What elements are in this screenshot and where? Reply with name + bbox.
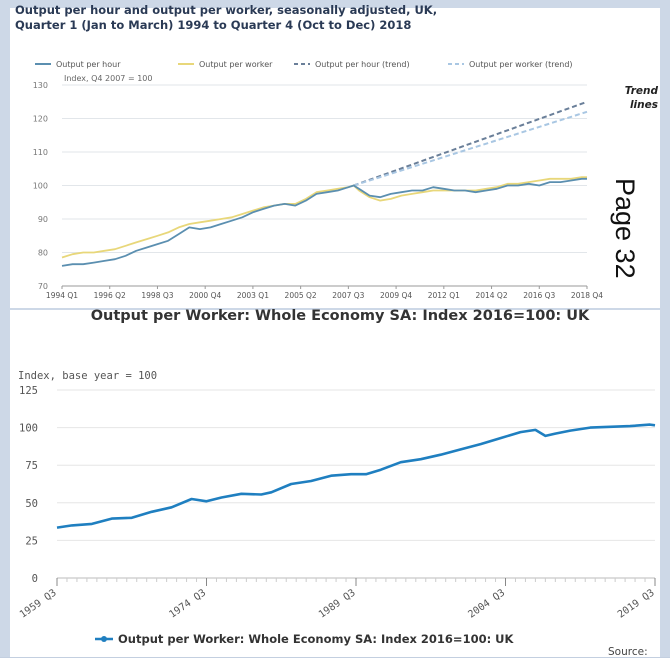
- top-y-tick-label: 130: [33, 81, 48, 90]
- top-x-tick-label: 2005 Q2: [285, 291, 317, 300]
- top-x-tick-label: 1998 Q3: [141, 291, 173, 300]
- top-y-axis-label: Index, Q4 2007 = 100: [64, 74, 152, 83]
- bottom-x-tick-label: 1989 Q3: [317, 587, 358, 620]
- top-x-tick-label: 2014 Q2: [475, 291, 507, 300]
- bottom-x-tick-label: 2019 Q3: [616, 587, 657, 620]
- bottom-y-tick-label: 100: [19, 423, 38, 435]
- source-label: Source:: [608, 646, 648, 658]
- bottom-chart-title: Output per Worker: Whole Economy SA: Ind…: [90, 308, 590, 324]
- bottom-legend-label: Output per Worker: Whole Economy SA: Ind…: [118, 632, 515, 646]
- top-y-tick-label: 90: [38, 215, 48, 224]
- bottom-y-tick-label: 25: [25, 535, 38, 547]
- top-chart-title: Output per hour and output per worker, s…: [15, 3, 438, 32]
- top-x-tick-label: 2000 Q4: [189, 291, 221, 300]
- bottom-y-axis-label: Index, base year = 100: [18, 370, 157, 382]
- top-x-tick-label: 2003 Q1: [237, 291, 269, 300]
- bottom-x-tick-label: 1974 Q3: [167, 587, 208, 620]
- top-x-tick-label: 2016 Q3: [523, 291, 555, 300]
- bottom-y-tick-label: 0: [32, 573, 38, 585]
- top-legend-label: Output per hour: [56, 60, 121, 69]
- bottom-chart: Index, base year = 100 0 25 50 75 100 125 1959 …: [18, 370, 657, 646]
- bottom-y-tick-label: 125: [19, 385, 38, 397]
- top-x-tick-label: 1994 Q1: [46, 291, 78, 300]
- bottom-series-line: [56, 423, 656, 529]
- top-x-tick-label: 2009 Q4: [380, 291, 412, 300]
- top-series-line-0: [61, 177, 587, 267]
- top-x-tick-label: 1996 Q2: [94, 291, 126, 300]
- top-legend-label: Output per hour (trend): [315, 60, 410, 69]
- top-chart: 70 80 90 100 110 120 130 1994 Q1 1996 Q2 1998 Q3 2…: [33, 60, 604, 300]
- top-legend-label: Output per worker: [199, 60, 273, 69]
- bottom-y-tick-label: 50: [25, 498, 38, 510]
- top-legend-label: Output per worker (trend): [469, 60, 573, 69]
- top-y-tick-label: 80: [38, 249, 48, 258]
- bottom-x-tick-label: 1959 Q3: [18, 587, 59, 620]
- bottom-x-tick-label: 2004 Q3: [466, 587, 507, 620]
- top-x-tick-label: 2012 Q1: [428, 291, 460, 300]
- trend-lines-annotation: Trend lines: [624, 85, 658, 111]
- bottom-legend-marker: [101, 636, 107, 642]
- top-y-tick-label: 100: [33, 182, 48, 191]
- top-x-tick-label: 2018 Q4: [571, 291, 603, 300]
- top-series-line-3: [353, 110, 588, 187]
- top-y-tick-label: 70: [38, 282, 48, 291]
- bottom-y-tick-label: 75: [25, 460, 38, 472]
- bottom-chart-panel: [10, 310, 660, 657]
- top-y-tick-label: 110: [33, 148, 48, 157]
- top-x-tick-label: 2007 Q3: [332, 291, 364, 300]
- top-series-line-1: [61, 176, 587, 259]
- top-y-tick-label: 120: [33, 115, 48, 124]
- top-series-line-2: [353, 100, 588, 187]
